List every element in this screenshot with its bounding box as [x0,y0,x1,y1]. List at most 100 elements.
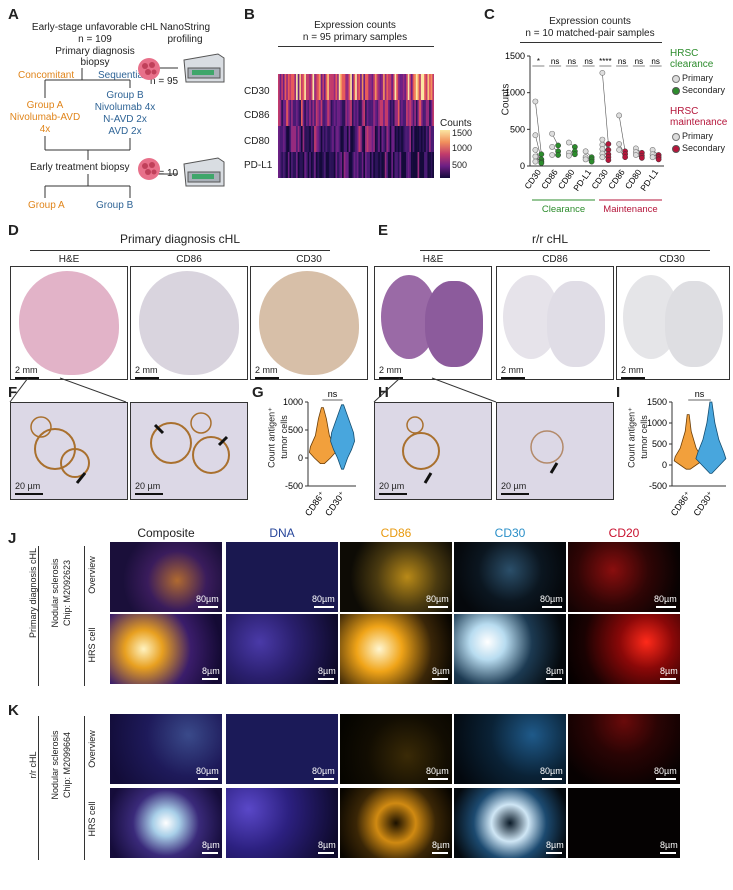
heatmap-cell [391,100,394,126]
heatmap-cell [348,74,351,100]
legend-clearance-title: HRSC [670,48,699,59]
cd86-zoom-primary-1: 20 µm [10,402,128,500]
heatmap-cell [315,74,318,100]
heatmap-cell [289,100,292,126]
heatmap-cell [296,74,298,100]
heatmap-cell [389,74,392,100]
heatmap-cell [369,152,372,178]
heatmap-cell [320,74,323,100]
heatmap-cell [388,100,390,126]
scale-bar [379,377,403,379]
heatmap-cell [404,74,407,100]
heatmap-cell [402,152,405,178]
heatmap-cell [312,126,315,152]
heatmap-cell [278,100,280,126]
heatmap-cell [351,100,354,126]
heatmap-cell [287,152,290,178]
x-tick-label: CD30 [522,167,543,191]
heatmap-cell [327,126,330,152]
heatmap-cell [304,100,307,126]
heatmap-cell [345,100,348,126]
heatmap-cell [353,152,356,178]
j-overview-cd86: 80µm [340,542,452,612]
heatmap-cell [374,126,377,152]
y-tick-label: -500 [649,481,667,491]
cohort-n: n = 109 [78,34,112,45]
heatmap-cell [291,152,294,178]
heatmap-cell [335,74,338,100]
heatmap-cell [356,152,359,178]
cd30-zoom-primary-1: 20 µm [130,402,248,500]
heatmap-cell [411,126,413,152]
heatmap-cell [368,100,371,126]
j-side-label2: Nodular sclerosis [50,558,60,628]
heatmap-cell [409,74,412,100]
heatmap-cell [281,100,284,126]
heatmap-cell [322,100,325,126]
j-side-label3: Chip: M2092623 [62,559,72,627]
heatmap-cell [422,100,425,126]
heatmap-cell [374,74,377,100]
panel-label-d: D [8,222,19,239]
heatmap-cell [422,74,425,100]
groupB-title: Group B [106,90,144,101]
scale-bar [501,377,525,379]
k-overview-cd30: 80µm [454,714,566,784]
heatmap-cell [327,100,330,126]
group-label-maintenance: Maintenance [603,204,657,215]
scale-label: 80µm [312,766,335,776]
heatmap-cell [297,126,300,152]
col-label: CD30 [296,254,322,265]
y-tick-label: 1000 [505,88,525,98]
k-hrs-cd20: 8µm [568,788,680,858]
heatmap-cell [369,126,372,152]
heatmap-cell [407,152,410,178]
heatmap-cell [366,126,369,152]
heatmap-cell [430,74,433,100]
heatmap-cell [369,74,372,100]
heatmap-cell [279,126,282,152]
primary-point [582,156,589,163]
heatmap-cell [389,100,392,126]
heatmap-cell [337,152,340,178]
heatmap-cell [424,126,427,152]
heatmap-cell [286,126,289,152]
heatmap-cell [384,74,387,100]
heatmap-cell [406,74,409,100]
heatmap-cell [305,100,308,126]
scale-bar [255,377,279,379]
panel-e-title: r/r cHL [532,232,568,246]
secondary-point [622,154,628,161]
heatmap-cell [429,152,432,178]
primary-point [616,112,623,119]
heatmap-cell [396,100,399,126]
significance-label: ns [551,57,559,66]
dotplot-title-line [520,42,662,43]
j-side-label: Primary diagnosis cHL [28,547,38,639]
heatmap-cell [376,126,379,152]
violin-shape [695,401,727,474]
heatmap-cell [305,152,308,178]
heatmap-cell [286,152,289,178]
legend-maintenance-title2: maintenance [670,117,728,128]
scale-label: 8µm [432,840,450,850]
heatmap-cell [389,126,392,152]
heatmap-cell [401,126,404,152]
heatmap-cell [366,152,369,178]
groupB-bottom: Group B [96,200,134,211]
scale-label: 8µm [546,666,564,676]
heatmap-cell [366,74,369,100]
heatmap-cell [345,126,348,152]
heatmap-cell [338,74,341,100]
k-side-line [38,716,39,860]
heatmap-cell [432,74,434,100]
heatmap-row-label: CD86 [244,110,270,121]
heatmap-cell [388,152,390,178]
heatmap-cell [278,74,280,100]
heatmap-cell [282,152,285,178]
secondary-point [639,155,645,161]
k-hrs-cd86: 8µm [340,788,452,858]
significance-label: * [537,57,540,66]
zoom-lines-h [373,377,497,403]
scale-bar [318,852,334,854]
